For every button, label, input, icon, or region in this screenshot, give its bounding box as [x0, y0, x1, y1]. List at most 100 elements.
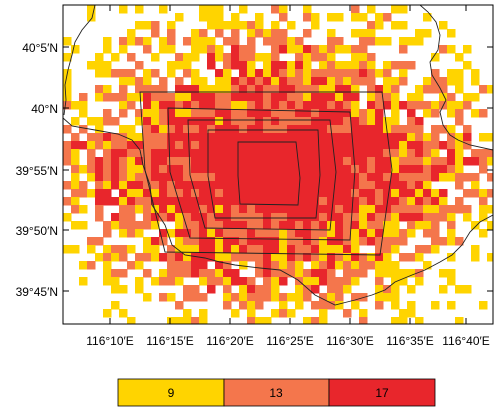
heat-cell	[383, 245, 392, 254]
heat-cell	[271, 53, 280, 62]
heat-cell	[263, 93, 272, 102]
heat-cell	[119, 269, 128, 278]
heat-cell	[407, 61, 416, 70]
heat-cell	[351, 101, 360, 110]
heat-cell	[287, 77, 296, 86]
heat-cell	[343, 245, 352, 254]
heat-cell	[143, 213, 152, 222]
heat-cell	[95, 213, 104, 222]
heat-cell	[423, 141, 432, 150]
heat-cell	[143, 253, 152, 262]
heat-cell	[319, 181, 328, 190]
heat-cell	[239, 77, 248, 86]
heat-cell	[367, 37, 376, 46]
heat-cell	[223, 213, 232, 222]
heat-cell	[343, 157, 352, 166]
heat-cell	[231, 85, 240, 94]
heat-cell	[375, 237, 384, 246]
heat-cell	[383, 13, 392, 22]
heat-cell	[367, 173, 376, 182]
heat-cell	[263, 85, 272, 94]
heat-cell	[135, 277, 144, 286]
heat-cell	[335, 213, 344, 222]
heat-cell	[231, 37, 240, 46]
heat-cell	[215, 93, 224, 102]
heat-cell	[431, 85, 440, 94]
heat-cell	[479, 205, 488, 214]
heat-cell	[183, 149, 192, 158]
heat-cell	[255, 245, 264, 254]
heat-cell	[271, 117, 280, 126]
heat-cell	[383, 93, 392, 102]
heat-cell	[183, 197, 192, 206]
heat-cell	[207, 21, 216, 30]
heat-cell	[159, 141, 168, 150]
heat-cell	[79, 109, 88, 118]
heat-cell	[375, 93, 384, 102]
heat-cell	[343, 85, 352, 94]
heat-cell	[359, 149, 368, 158]
heat-cell	[447, 77, 456, 86]
heat-cell	[359, 173, 368, 182]
heat-cell	[311, 229, 320, 238]
heat-cell	[455, 133, 464, 142]
heat-cell	[303, 285, 312, 294]
heat-cell	[63, 85, 72, 94]
heat-cell	[167, 165, 176, 174]
heat-cell	[367, 253, 376, 262]
heat-cell	[143, 237, 152, 246]
heat-cell	[79, 205, 88, 214]
heat-cell	[407, 109, 416, 118]
heat-cell	[279, 69, 288, 78]
heat-cell	[215, 253, 224, 262]
heat-cell	[159, 269, 168, 278]
heat-cell	[143, 69, 152, 78]
heat-cell	[247, 117, 256, 126]
heat-cell	[383, 133, 392, 142]
heat-cell	[295, 69, 304, 78]
heat-cell	[111, 173, 120, 182]
heat-cell	[327, 133, 336, 142]
heat-cell	[295, 229, 304, 238]
heat-cell	[103, 277, 112, 286]
heat-cell	[247, 165, 256, 174]
heat-cell	[415, 213, 424, 222]
heat-cell	[327, 237, 336, 246]
heat-cell	[119, 221, 128, 230]
heat-cell	[391, 197, 400, 206]
heat-cell	[207, 13, 216, 22]
heat-cell	[167, 109, 176, 118]
heat-cell	[247, 53, 256, 62]
heat-cell	[287, 261, 296, 270]
lat-label-39-50n: 39°50′N	[16, 224, 58, 238]
heat-cell	[463, 157, 472, 166]
heat-cell	[207, 237, 216, 246]
heat-cell	[215, 5, 224, 14]
heat-cell	[447, 205, 456, 214]
heat-cell	[199, 77, 208, 86]
heat-cell	[287, 189, 296, 198]
heat-cell	[311, 13, 320, 22]
heat-cell	[255, 29, 264, 38]
heat-cell	[391, 317, 400, 324]
heat-cell	[375, 85, 384, 94]
heat-cell	[135, 149, 144, 158]
heat-cell	[447, 133, 456, 142]
heat-cell	[63, 197, 72, 206]
heat-cell	[127, 53, 136, 62]
heat-cell	[375, 149, 384, 158]
heat-cell	[295, 117, 304, 126]
heat-cell	[63, 53, 72, 62]
heat-cell	[311, 101, 320, 110]
ring-road	[187, 119, 337, 231]
heat-cell	[415, 317, 424, 324]
heat-cell	[95, 69, 104, 78]
heat-cell	[391, 205, 400, 214]
heat-cell	[327, 157, 336, 166]
heat-cell	[223, 221, 232, 230]
heat-cell	[407, 205, 416, 214]
heat-cell	[199, 253, 208, 262]
heat-cell	[87, 157, 96, 166]
heat-cell	[287, 197, 296, 206]
heat-cell	[119, 37, 128, 46]
